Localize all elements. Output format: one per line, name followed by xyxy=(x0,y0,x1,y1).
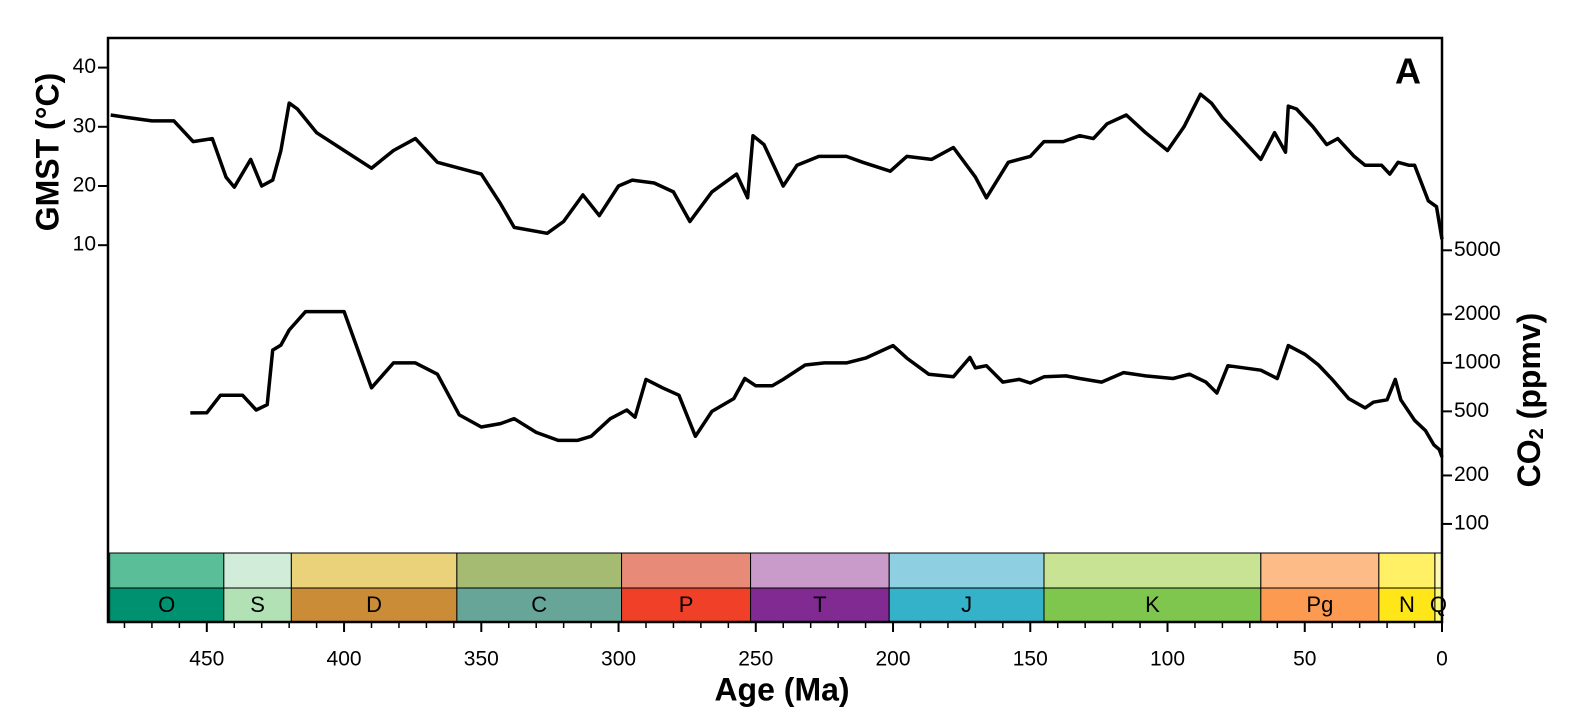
x-tick-label: 200 xyxy=(876,648,911,671)
y2-tick-label: 500 xyxy=(1454,399,1489,422)
y-tick-label: 30 xyxy=(73,114,96,137)
period-label: J xyxy=(961,592,972,617)
x-tick-label: 150 xyxy=(1013,648,1048,671)
x-axis-title: Age (Ma) xyxy=(714,671,849,707)
stage-band xyxy=(621,552,752,589)
period-label: T xyxy=(813,592,826,617)
y2-title-unit: (ppmv) xyxy=(1511,313,1547,429)
period-label: K xyxy=(1145,592,1160,617)
period-band xyxy=(1378,587,1436,623)
x-tick-label: 250 xyxy=(738,648,773,671)
y2-title-main: CO xyxy=(1511,439,1547,487)
series-line xyxy=(190,309,1444,458)
stage-band xyxy=(1043,552,1262,589)
period-label: Pg xyxy=(1306,592,1333,617)
series-line xyxy=(110,92,1444,240)
stage-band xyxy=(290,552,458,589)
y-axis-title: GMST (°C) xyxy=(29,73,65,232)
stage-band xyxy=(109,552,225,589)
stage-band xyxy=(750,552,890,589)
y2-tick-label: 1000 xyxy=(1454,350,1501,373)
period-label: N xyxy=(1399,592,1415,617)
y2-tick-label: 5000 xyxy=(1454,238,1501,261)
x-tick-label: 0 xyxy=(1436,648,1448,671)
stage-band xyxy=(888,552,1045,589)
period-label: D xyxy=(366,592,382,617)
plot-frame xyxy=(106,36,1444,624)
y-tick-label: 10 xyxy=(73,233,96,256)
y2-tick-label: 200 xyxy=(1454,463,1489,486)
y2-tick-label: 100 xyxy=(1454,511,1489,534)
stage-band xyxy=(1378,552,1436,589)
stage-band xyxy=(223,552,292,589)
period-label: O xyxy=(158,592,175,617)
period-label: C xyxy=(531,592,547,617)
y-tick-label: 40 xyxy=(73,55,96,78)
y2-title-sub: 2 xyxy=(1526,428,1548,439)
stage-band xyxy=(456,552,623,589)
x-tick-label: 300 xyxy=(601,648,636,671)
period-band xyxy=(750,587,890,623)
period-band xyxy=(223,587,292,623)
y2-axis-title: CO2 (ppmv) xyxy=(1511,313,1548,488)
period-label: S xyxy=(250,592,265,617)
x-tick-label: 350 xyxy=(464,648,499,671)
panel-label: A xyxy=(1395,51,1421,92)
x-tick-label: 450 xyxy=(189,648,224,671)
period-band xyxy=(290,587,458,623)
period-label: Q xyxy=(1430,592,1447,617)
stage-band xyxy=(1260,552,1380,589)
x-tick-label: 50 xyxy=(1293,648,1316,671)
period-band xyxy=(1043,587,1262,623)
y-tick-label: 20 xyxy=(73,174,96,197)
x-tick-label: 400 xyxy=(327,648,362,671)
y2-tick-label: 2000 xyxy=(1454,302,1501,325)
period-band xyxy=(109,587,225,623)
period-label: P xyxy=(679,592,694,617)
x-tick-label: 100 xyxy=(1150,648,1185,671)
